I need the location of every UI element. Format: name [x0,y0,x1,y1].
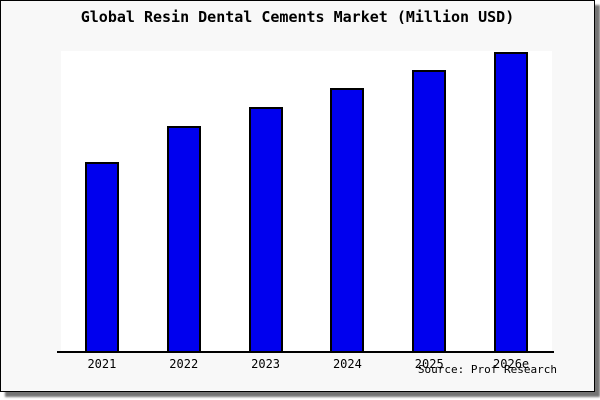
x-tick-label: 2026e [493,357,530,371]
x-tick-label: 2021 [87,357,117,371]
bar [330,88,365,352]
x-axis-line [57,351,554,353]
x-tick-label: 2024 [332,357,362,371]
x-tick-label: 2023 [251,357,281,371]
plot-area [61,51,552,352]
bar [494,52,529,352]
bar [412,70,447,352]
x-tick-label: 2022 [169,357,199,371]
source-credit: Source: Prof Research [417,363,557,376]
x-tick-label: 2025 [414,357,444,371]
bar [84,162,119,352]
chart-title: Global Resin Dental Cements Market (Mill… [80,8,515,26]
chart-frame: Global Resin Dental Cements Market (Mill… [0,0,595,392]
bar [166,126,201,352]
bar [248,107,283,352]
